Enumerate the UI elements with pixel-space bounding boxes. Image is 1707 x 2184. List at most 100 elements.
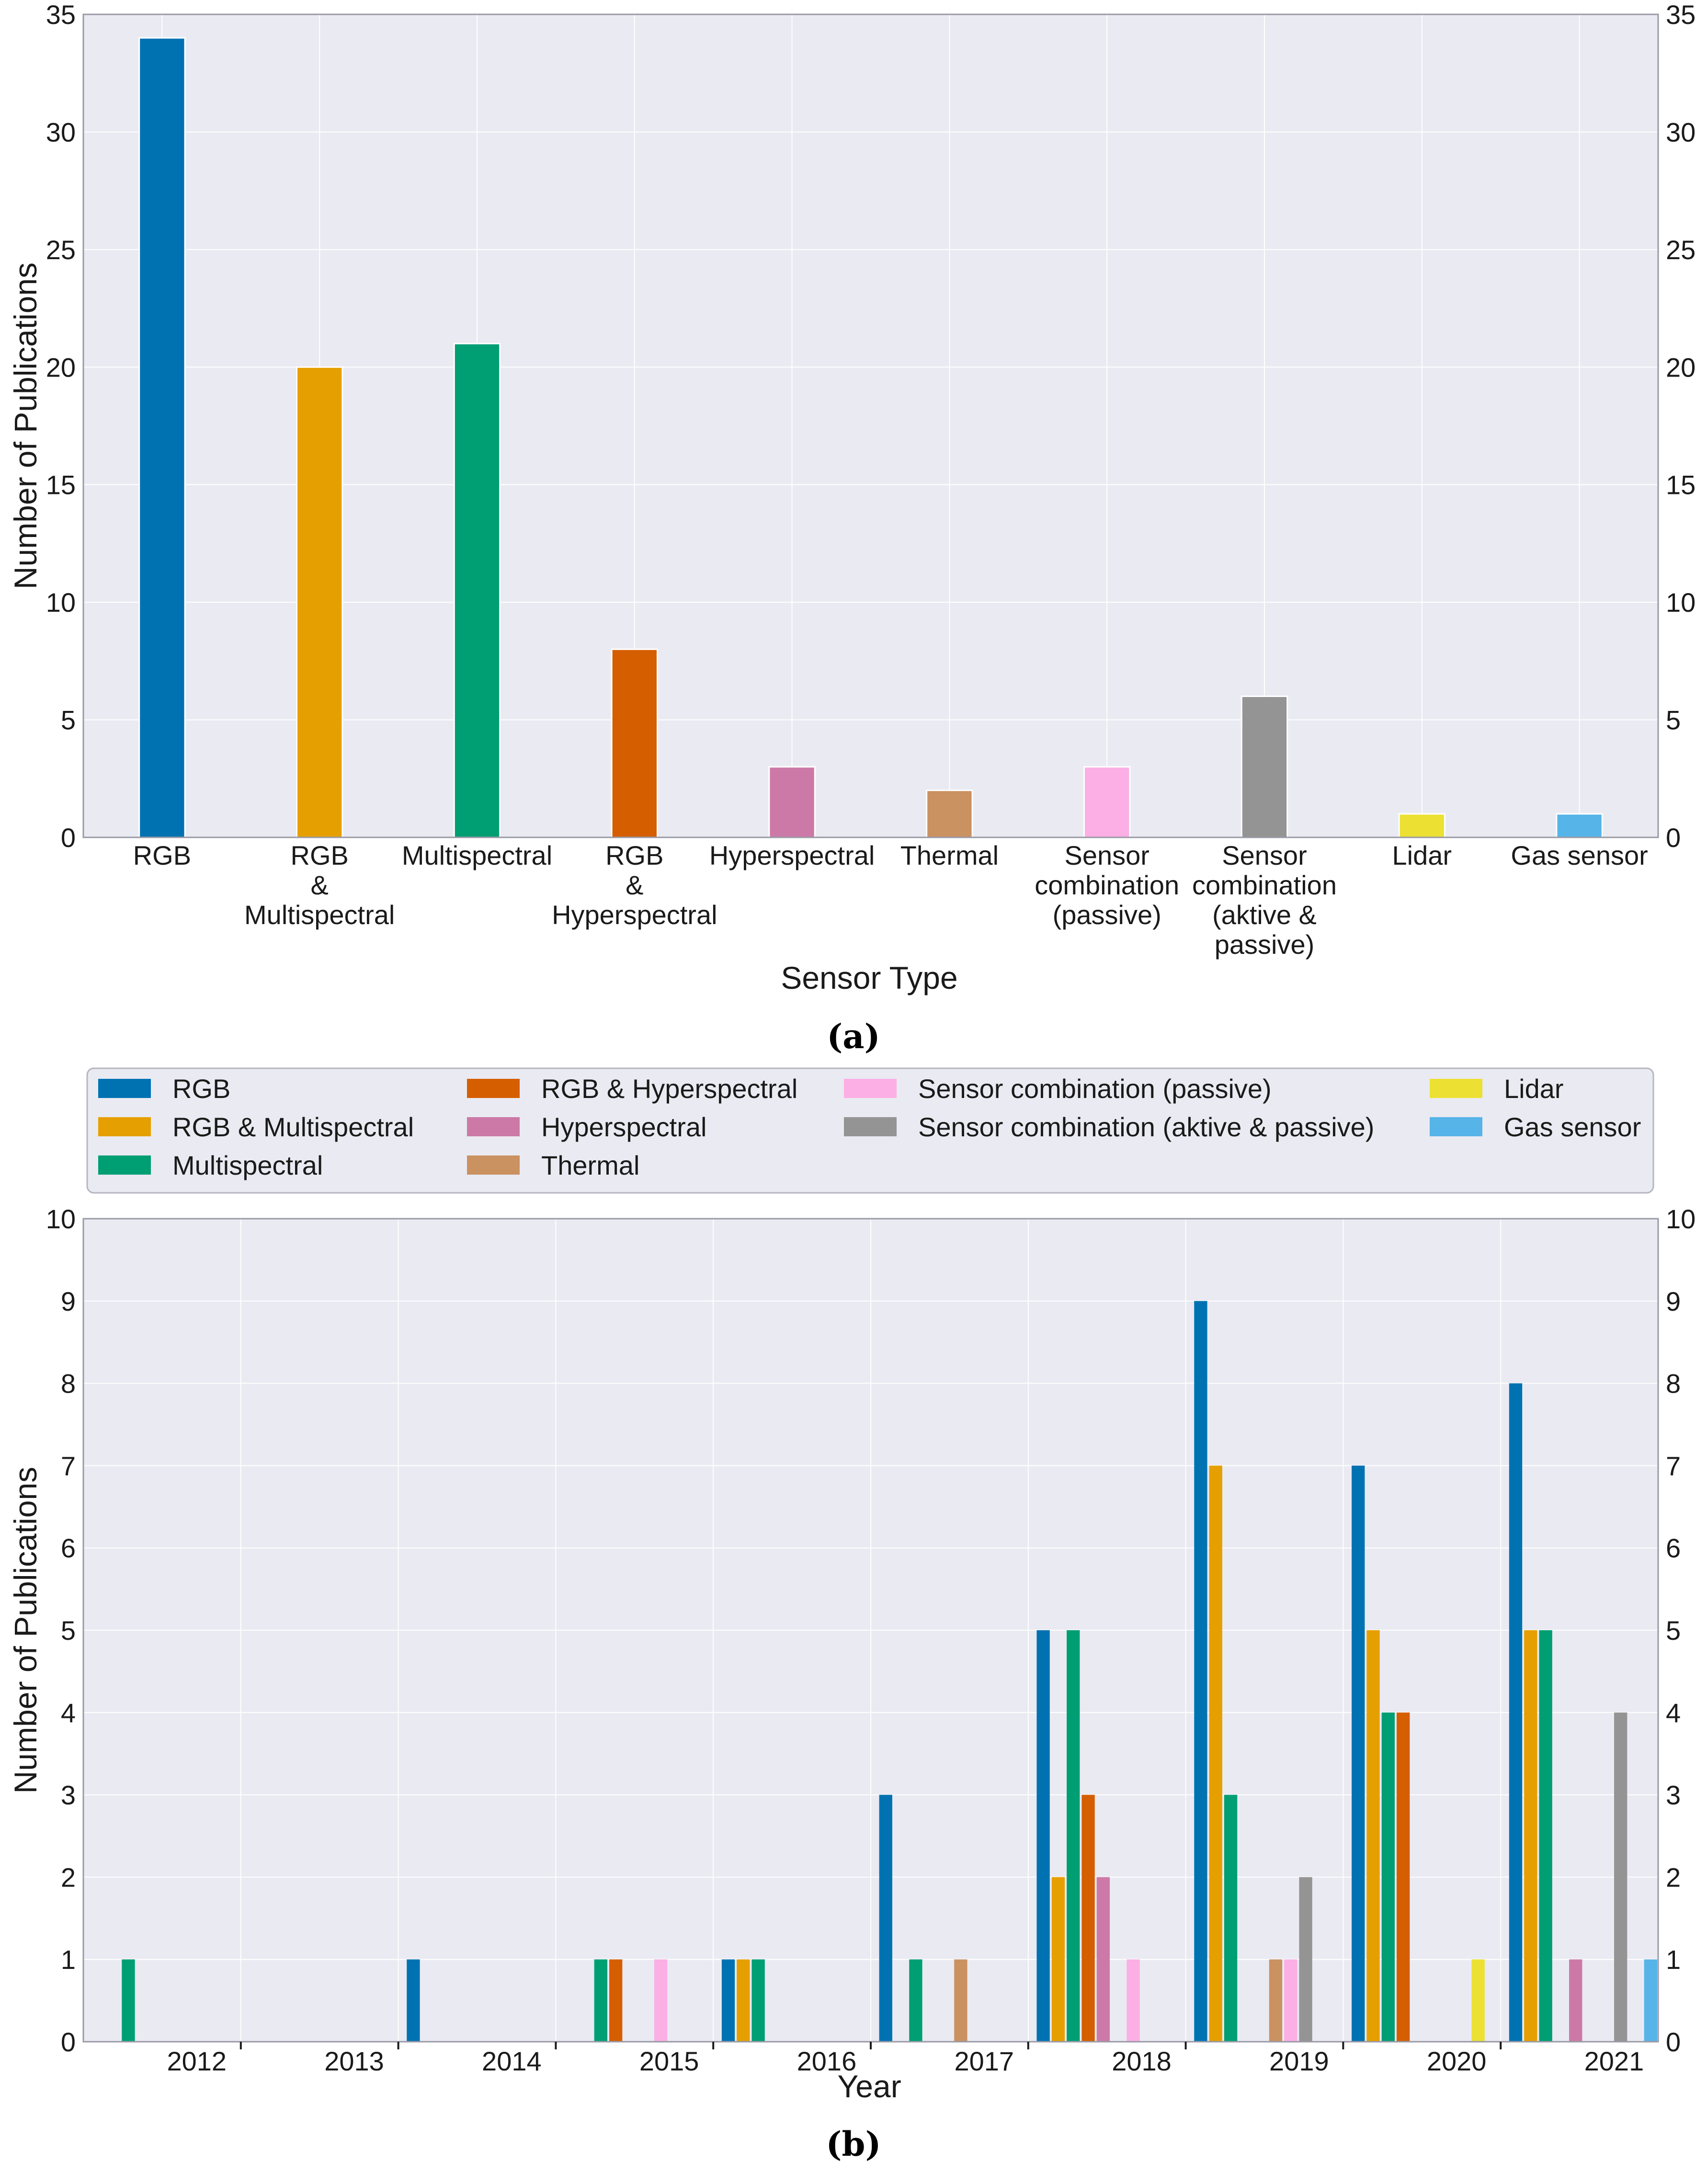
chart-a-y-tick-label-left: 10 bbox=[46, 587, 76, 617]
legend-swatch bbox=[98, 1155, 151, 1175]
chart-a-x-tick-label: Multispectral bbox=[244, 900, 395, 930]
legend-label: Multispectral bbox=[172, 1150, 323, 1180]
chart-b-bar bbox=[1381, 1712, 1395, 2042]
chart-b-x-tick-label: 2018 bbox=[1112, 2046, 1172, 2076]
chart-b-x-tick-label: 2019 bbox=[1269, 2046, 1329, 2076]
chart-a-x-tick-label: passive) bbox=[1215, 929, 1315, 960]
chart-a-bar bbox=[1398, 813, 1445, 838]
legend-swatch bbox=[844, 1117, 897, 1136]
chart-b-x-tick-label: 2012 bbox=[167, 2046, 227, 2076]
chart-b-bar bbox=[1352, 1465, 1365, 2042]
legend-label: Sensor combination (aktive & passive) bbox=[918, 1112, 1374, 1142]
chart-b-y-tick-label-right: 9 bbox=[1666, 1286, 1681, 1316]
chart-a-x-tick-label: (aktive & bbox=[1212, 900, 1317, 930]
chart-b-bar bbox=[1051, 1877, 1065, 2042]
legend-item: Sensor combination (aktive & passive) bbox=[844, 1112, 1374, 1142]
chart-a-y-tick-label-left: 20 bbox=[46, 352, 76, 382]
legend-label: RGB bbox=[172, 1074, 230, 1104]
chart-a-x-tick-label: combination bbox=[1192, 870, 1337, 900]
chart-b-x-tick-label: 2020 bbox=[1427, 2046, 1487, 2076]
chart-a-bar bbox=[138, 37, 186, 838]
chart-a-y-tick-label-right: 35 bbox=[1666, 0, 1696, 30]
chart-a-bars bbox=[138, 37, 1603, 838]
chart-a-x-tick-label: Gas sensor bbox=[1511, 840, 1648, 870]
chart-b-x-tick-label: 2013 bbox=[324, 2046, 384, 2076]
chart-a-bar bbox=[768, 766, 816, 838]
chart-b-bar bbox=[1539, 1630, 1552, 2042]
chart-a-y-tick-label-right: 10 bbox=[1666, 587, 1696, 617]
chart-b-x-tick-label: 2021 bbox=[1584, 2046, 1644, 2076]
chart-b-y-tick-label-right: 0 bbox=[1666, 2027, 1681, 2057]
chart-b: 0 01 12 23 34 45 56 67 78 89 910 10 2012 2013 2014 201… bbox=[8, 1204, 1696, 2164]
chart-a-y-tick-label-left: 30 bbox=[46, 117, 76, 147]
legend-item: RGB & Hyperspectral bbox=[467, 1074, 797, 1104]
chart-b-bar bbox=[407, 1959, 420, 2042]
chart-b-y-tick-label-left: 6 bbox=[61, 1533, 76, 1563]
chart-b-x-ticks: 2012 2013 2014 2015 2016 2017 2018 2019 2020 2021 bbox=[167, 2042, 1644, 2076]
chart-b-y-tick-label-left: 8 bbox=[61, 1369, 76, 1399]
legend-swatch bbox=[98, 1079, 151, 1098]
chart-a-y-axis-label: Number of Publications bbox=[8, 263, 43, 589]
legend-swatch bbox=[467, 1155, 520, 1175]
chart-a-bar bbox=[1240, 695, 1288, 838]
chart-b-bar bbox=[1471, 1959, 1485, 2042]
chart-a-y-tick-label-right: 0 bbox=[1666, 823, 1681, 853]
chart-a-bar bbox=[453, 343, 501, 838]
chart-b-bar bbox=[1397, 1712, 1410, 2042]
legend-swatch bbox=[467, 1079, 520, 1098]
legend-label: RGB & Multispectral bbox=[172, 1112, 414, 1142]
chart-b-y-tick-label-right: 7 bbox=[1666, 1451, 1681, 1481]
chart-a-y-tick-label-left: 15 bbox=[46, 470, 76, 500]
chart-a-x-tick-label: (passive) bbox=[1053, 900, 1161, 930]
legend-swatch bbox=[98, 1117, 151, 1136]
caption-b: (b) bbox=[826, 2124, 881, 2164]
chart-b-bar bbox=[1209, 1465, 1222, 2042]
chart-b-bar bbox=[1569, 1959, 1582, 2042]
chart-b-bars bbox=[122, 1301, 1657, 2042]
legend-swatch bbox=[1430, 1117, 1482, 1136]
chart-b-bar bbox=[879, 1795, 892, 2042]
chart-b-y-axis-label: Number of Publications bbox=[8, 1467, 43, 1794]
chart-b-bar bbox=[122, 1959, 135, 2042]
chart-b-bar bbox=[1614, 1712, 1627, 2042]
chart-a-y-tick-label-left: 0 bbox=[61, 823, 76, 853]
chart-b-bar bbox=[751, 1959, 765, 2042]
chart-a-y-tick-label-right: 25 bbox=[1666, 235, 1696, 265]
chart-b-y-tick-label-right: 3 bbox=[1666, 1780, 1681, 1810]
legend-item: Thermal bbox=[467, 1150, 639, 1180]
legend-label: Sensor combination (passive) bbox=[918, 1074, 1272, 1104]
chart-b-y-tick-label-left: 0 bbox=[61, 2027, 76, 2057]
chart-b-y-tick-label-left: 2 bbox=[61, 1862, 76, 1892]
chart-b-y-tick-label-left: 9 bbox=[61, 1286, 76, 1316]
chart-b-y-tick-label-left: 10 bbox=[46, 1204, 76, 1234]
chart-a-y-tick-label-left: 25 bbox=[46, 235, 76, 265]
chart-b-y-tick-label-right: 10 bbox=[1666, 1204, 1696, 1234]
chart-b-x-tick-label: 2016 bbox=[797, 2046, 857, 2076]
chart-b-bar bbox=[1366, 1630, 1380, 2042]
chart-b-bar bbox=[1081, 1795, 1095, 2042]
chart-b-bar bbox=[609, 1959, 623, 2042]
chart-b-bar bbox=[1194, 1301, 1207, 2042]
chart-b-bar bbox=[721, 1959, 735, 2042]
legend-items: RGB RGB & Multispectral Multispectral RGB &… bbox=[98, 1074, 1641, 1180]
chart-b-bar bbox=[1067, 1630, 1080, 2042]
chart-b-bar bbox=[1644, 1959, 1657, 2042]
chart-a-y-tick-label-right: 30 bbox=[1666, 117, 1696, 147]
chart-b-bar bbox=[954, 1959, 967, 2042]
chart-a-x-tick-label: Hyperspectral bbox=[552, 900, 717, 930]
chart-a-frame bbox=[82, 13, 1659, 838]
chart-a-x-tick-label: RGB bbox=[133, 840, 191, 870]
chart-a-y-tick-label-right: 15 bbox=[1666, 470, 1696, 500]
chart-a-x-tick-label: & bbox=[311, 870, 329, 900]
chart-b-x-axis-label: Year bbox=[837, 2069, 901, 2104]
chart-a-plot-area bbox=[83, 14, 1658, 837]
chart-a-x-tick-label: RGB bbox=[291, 840, 349, 870]
chart-b-bar bbox=[1509, 1383, 1523, 2042]
chart-a-x-tick-label: Multispectral bbox=[402, 840, 552, 870]
legend-label: Thermal bbox=[541, 1150, 639, 1180]
chart-a-x-tick-label: Thermal bbox=[900, 840, 999, 870]
legend-swatch bbox=[467, 1117, 520, 1136]
